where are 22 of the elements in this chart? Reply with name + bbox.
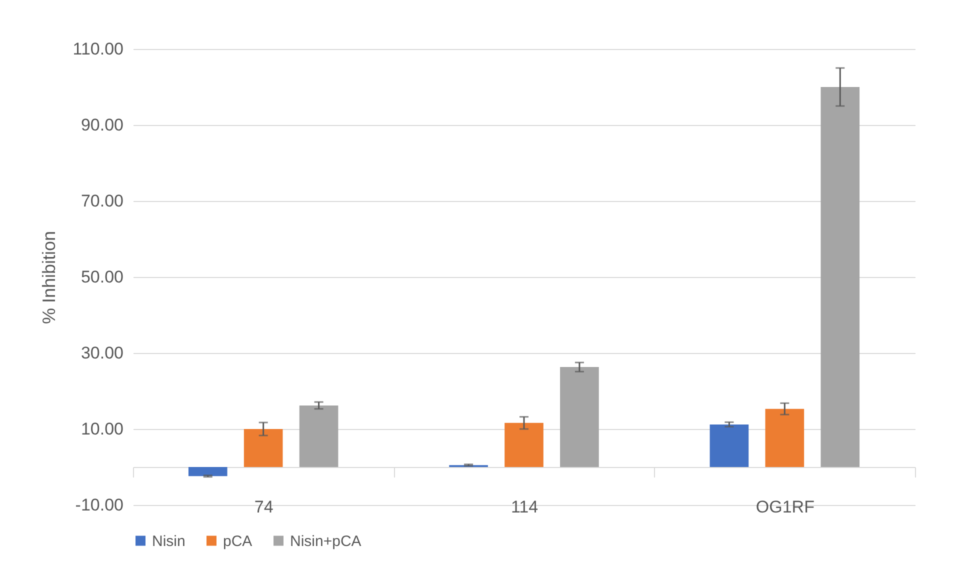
bar [188, 467, 228, 476]
y-tick-label: -10.00 [75, 496, 124, 514]
bar [820, 87, 860, 467]
y-axis-title: % Inhibition [38, 230, 59, 324]
bar [244, 429, 283, 467]
x-tick-label: 114 [510, 498, 538, 516]
y-tick-label: 30.00 [80, 344, 124, 362]
x-tick-label: OG1RF [756, 498, 814, 516]
y-tick-label: 70.00 [80, 192, 124, 210]
bar [560, 367, 599, 467]
bar [765, 408, 804, 467]
y-tick-label: 50.00 [80, 268, 124, 286]
legend-label: Nisin+pCA [290, 532, 362, 550]
y-tick-label: 110.00 [72, 40, 124, 58]
legend-label: Nisin [152, 532, 186, 550]
bar [504, 422, 544, 467]
bar [299, 405, 338, 467]
legend-label: pCA [223, 532, 252, 550]
y-tick-label: 90.00 [80, 116, 124, 134]
bar [710, 424, 749, 467]
x-tick-label: 74 [254, 498, 274, 516]
y-tick-label: 10.00 [80, 420, 124, 438]
